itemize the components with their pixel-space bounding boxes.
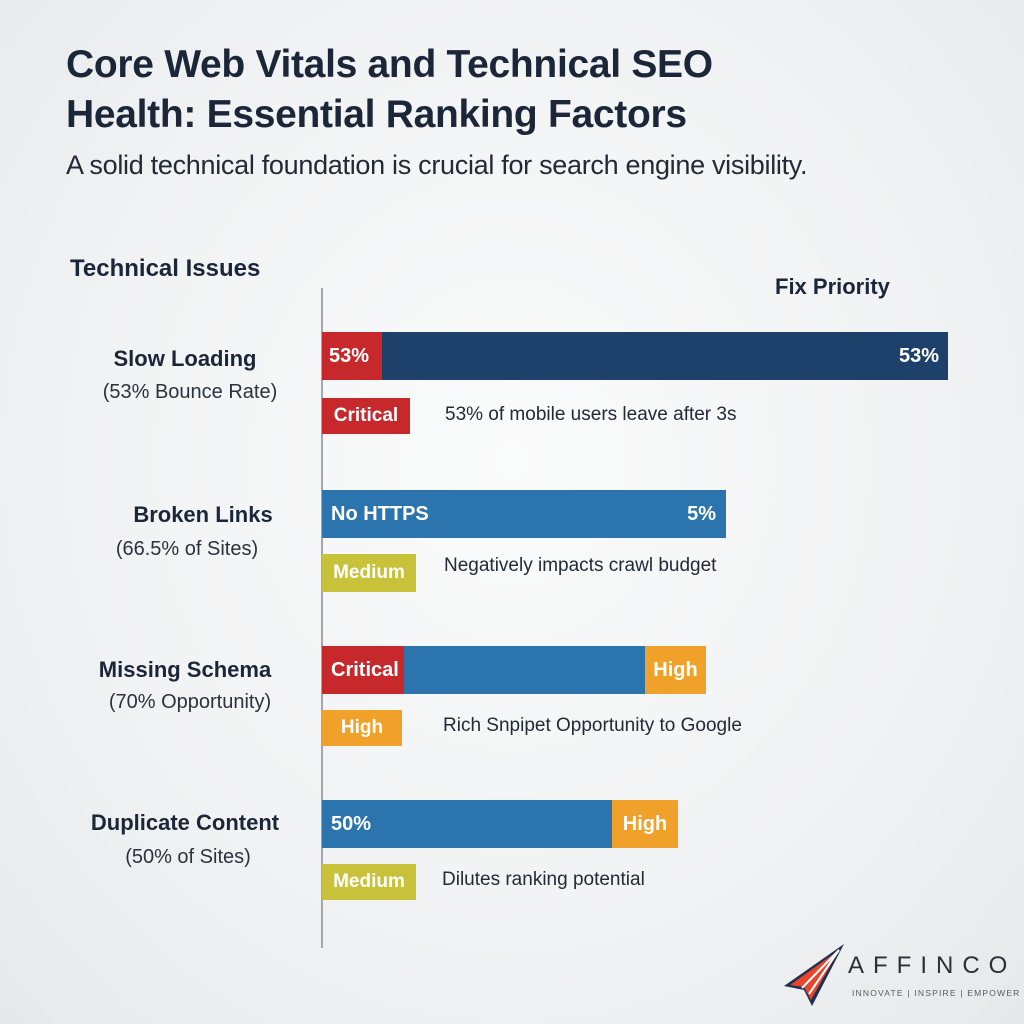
row-label: Missing Schema <box>98 657 272 682</box>
row-note: 53% of mobile users leave after 3s <box>445 404 737 425</box>
page-subtitle: A solid technical foundation is crucial … <box>66 150 808 180</box>
priority-badge-high: High <box>322 710 402 746</box>
row-note: Rich Snpipet Opportunity to Google <box>443 715 742 736</box>
bar-right-label: 5% <box>687 502 716 525</box>
title-line-1: Core Web Vitals and Technical SEO <box>66 43 713 86</box>
bar-segment-critical: Critical <box>322 646 404 694</box>
title-line-2: Health: Essential Ranking Factors <box>66 93 687 136</box>
priority-badge-critical: Critical <box>322 398 410 434</box>
priority-badge-medium: Medium <box>322 554 416 592</box>
row-note: Dilutes ranking potential <box>442 869 645 890</box>
row-detail: (66.5% of Sites) <box>115 538 259 560</box>
bar-left-label: No HTTPS <box>331 502 429 525</box>
priority-badge-medium: Medium <box>322 864 416 900</box>
technical-issues-header: Technical Issues <box>70 255 261 282</box>
page-title: Core Web Vitals and Technical SEO Health… <box>66 40 713 140</box>
affinco-logo: AFFINCO INNOVATE | INSPIRE | EMPOWER <box>782 942 1022 1012</box>
logo-wordmark: AFFINCO <box>848 952 1017 979</box>
y-axis-line <box>321 288 323 948</box>
logo-tagline: INNOVATE | INSPIRE | EMPOWER <box>852 988 1021 998</box>
paper-plane-icon <box>784 944 844 1006</box>
bar-segment-main: 50% <box>322 800 612 848</box>
bar-segment-main: No HTTPS 5% <box>322 490 726 538</box>
row-note: Negatively impacts crawl budget <box>444 555 717 576</box>
row-label: Broken Links <box>133 502 273 527</box>
fix-priority-header: Fix Priority <box>775 274 890 299</box>
bar-segment-critical: 53% <box>322 332 382 380</box>
bar-segment-main <box>404 646 645 694</box>
row-label: Slow Loading <box>113 346 257 371</box>
row-detail: (50% of Sites) <box>125 846 251 868</box>
bar-segment-high: High <box>645 646 706 694</box>
row-detail: (70% Opportunity) <box>108 691 272 713</box>
row-label: Duplicate Content <box>90 810 280 835</box>
row-detail: (53% Bounce Rate) <box>102 381 278 403</box>
bar-segment-high: High <box>612 800 678 848</box>
bar-segment-main: 53% <box>382 332 948 380</box>
